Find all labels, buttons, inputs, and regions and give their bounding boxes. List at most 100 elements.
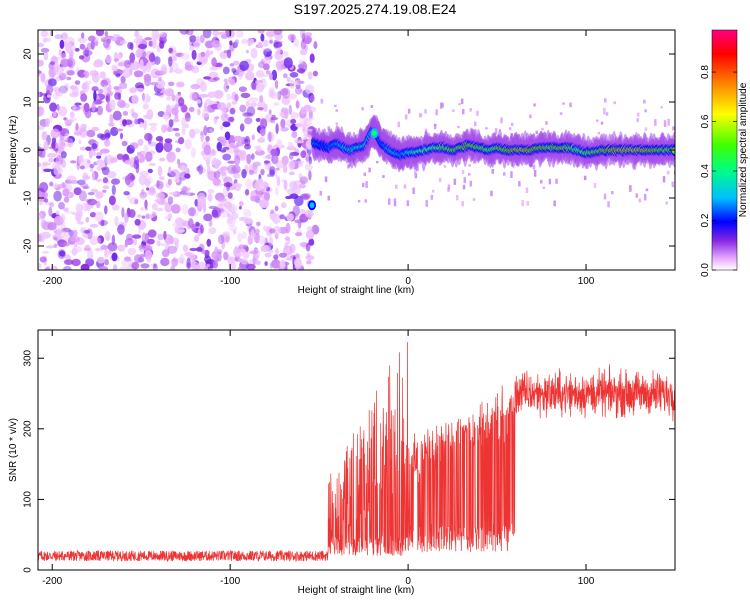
noise-blob xyxy=(189,128,196,139)
noise-blob xyxy=(205,259,213,264)
scatter-mark xyxy=(458,103,461,106)
ridge-bump-core xyxy=(371,130,377,136)
noise-blob xyxy=(240,92,251,99)
noise-blob xyxy=(269,36,273,44)
noise-blob xyxy=(220,136,227,141)
noise-blob xyxy=(248,169,255,175)
noise-blob xyxy=(288,171,295,176)
noise-blob xyxy=(207,165,211,176)
scatter-mark xyxy=(540,179,543,184)
noise-blob xyxy=(201,249,210,255)
noise-blob xyxy=(211,40,221,48)
noise-blob xyxy=(239,201,244,207)
noise-blob xyxy=(46,152,57,158)
noise-blob xyxy=(129,87,137,94)
noise-blob xyxy=(281,95,291,106)
spectrogram-xtick-label: -100 xyxy=(220,276,240,287)
noise-blob xyxy=(274,205,279,212)
noise-blob xyxy=(189,247,198,252)
scatter-mark xyxy=(456,195,459,201)
noise-blob xyxy=(257,41,263,48)
noise-blob xyxy=(269,91,279,100)
scatter-mark xyxy=(607,201,610,208)
noise-blob xyxy=(205,50,211,58)
noise-blob xyxy=(57,106,68,117)
noise-blob xyxy=(89,212,97,218)
noise-blob xyxy=(166,96,171,101)
noise-blob xyxy=(108,122,115,127)
noise-blob xyxy=(307,117,315,121)
noise-blob xyxy=(65,36,75,45)
noise-blob xyxy=(81,32,85,39)
noise-blob xyxy=(45,245,55,249)
noise-blob xyxy=(158,76,162,82)
noise-blob xyxy=(39,182,49,193)
noise-blob xyxy=(56,103,60,111)
noise-blob xyxy=(285,257,293,261)
noise-blob xyxy=(289,181,298,191)
noise-blob xyxy=(38,70,42,74)
noise-blob xyxy=(121,259,130,267)
noise-blob xyxy=(205,135,210,142)
noise-blob xyxy=(58,201,65,210)
noise-blob xyxy=(196,99,202,104)
noise-blob xyxy=(115,73,121,78)
noise-blob xyxy=(116,153,124,160)
snr-marks xyxy=(38,341,675,563)
noise-blob xyxy=(256,221,261,227)
snr-series-line xyxy=(38,341,675,563)
noise-blob xyxy=(168,56,173,67)
noise-blob xyxy=(102,189,107,193)
colorbar-tick-label: 0.2 xyxy=(700,213,711,227)
scatter-mark xyxy=(555,178,558,184)
scatter-mark xyxy=(460,98,464,105)
colorbar: 0.0 0.2 0.4 0.6 0.8 Normalized spectral ampl… xyxy=(700,29,749,277)
noise-blob xyxy=(54,34,63,40)
noise-blob xyxy=(143,119,148,131)
noise-blob xyxy=(189,35,197,43)
noise-blob xyxy=(159,176,165,181)
noise-blob xyxy=(48,206,53,217)
noise-blob xyxy=(38,124,45,131)
noise-blob xyxy=(280,127,289,132)
noise-blob xyxy=(111,184,116,196)
noise-blob xyxy=(171,94,176,102)
noise-blob xyxy=(57,183,67,189)
colorbar-ticks: 0.0 0.2 0.4 0.6 0.8 xyxy=(700,65,737,277)
noise-blob xyxy=(256,145,262,153)
noise-blob xyxy=(213,77,220,81)
noise-blob xyxy=(161,124,167,133)
noise-blob xyxy=(244,71,255,81)
noise-blob xyxy=(137,43,147,50)
snr-xtick-label: -200 xyxy=(42,576,62,587)
noise-blob xyxy=(227,216,234,225)
noise-blob xyxy=(79,165,85,170)
noise-blob xyxy=(257,107,264,111)
noise-blob xyxy=(232,173,241,179)
noise-blob xyxy=(88,149,93,159)
noise-blob xyxy=(262,182,270,188)
chart-title: S197.2025.274.19.08.E24 xyxy=(293,1,457,17)
noise-blob xyxy=(270,148,278,157)
noise-blob xyxy=(116,53,122,60)
noise-blob xyxy=(164,202,173,213)
noise-blob xyxy=(250,102,257,107)
noise-blob xyxy=(113,86,120,90)
noise-blob xyxy=(151,39,157,49)
snr-ylabel: SNR (10 * v/v) xyxy=(8,418,19,482)
noise-blob xyxy=(83,185,90,190)
noise-blob xyxy=(228,203,237,214)
noise-blob xyxy=(174,177,180,183)
noise-blob xyxy=(159,31,167,38)
spectrogram-ytick-label: 20 xyxy=(23,48,34,60)
noise-blob xyxy=(50,128,60,139)
noise-blob xyxy=(82,175,91,180)
noise-blob xyxy=(243,244,249,251)
noise-blob xyxy=(200,81,207,92)
scatter-mark xyxy=(324,176,328,183)
noise-blob xyxy=(102,185,110,189)
scatter-mark xyxy=(347,164,350,169)
noise-blob xyxy=(197,108,201,116)
